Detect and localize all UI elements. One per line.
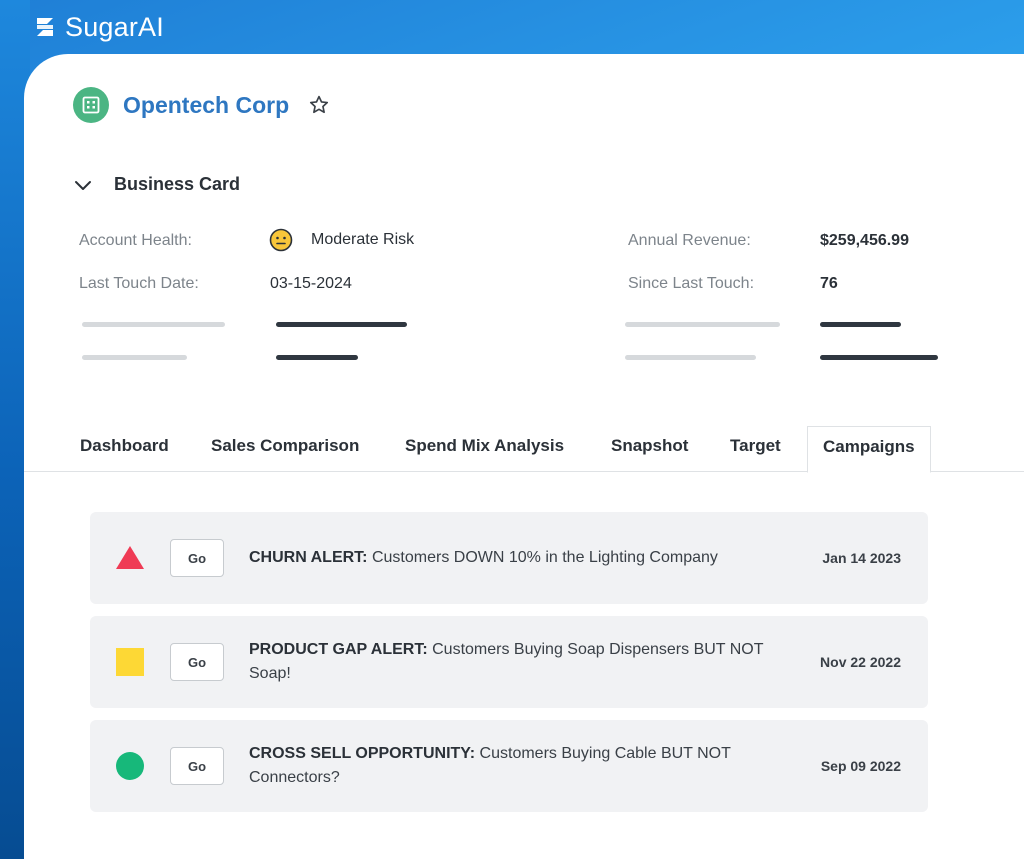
placeholder-line xyxy=(625,322,780,327)
annual-revenue-label: Annual Revenue: xyxy=(628,232,751,249)
placeholder-line xyxy=(820,322,901,327)
placeholder-line xyxy=(820,355,938,360)
section-title: Business Card xyxy=(114,174,241,194)
chevron-down-icon xyxy=(75,180,91,190)
tab-sales-comparison[interactable]: Sales Comparison xyxy=(211,436,360,455)
account-health-value: Moderate Risk xyxy=(269,228,414,252)
campaign-card: Go CROSS SELL OPPORTUNITY: Customers Buy… xyxy=(90,720,928,812)
annual-revenue-value: $259,456.99 xyxy=(820,232,909,249)
placeholder-line xyxy=(276,355,358,360)
campaign-card: Go PRODUCT GAP ALERT: Customers Buying S… xyxy=(90,616,928,708)
red-triangle-icon xyxy=(116,546,144,569)
placeholder-line xyxy=(82,355,187,360)
since-last-touch-label: Since Last Touch: xyxy=(628,275,755,292)
go-button[interactable]: Go xyxy=(170,539,224,577)
placeholder-line xyxy=(276,322,407,327)
tab-campaigns[interactable]: Campaigns xyxy=(807,426,931,473)
campaign-description: PRODUCT GAP ALERT: Customers Buying Soap… xyxy=(249,638,789,686)
campaign-title: CROSS SELL OPPORTUNITY: xyxy=(249,745,476,762)
tab-dashboard[interactable]: Dashboard xyxy=(80,436,169,455)
sugar-s-logo-icon xyxy=(37,18,53,36)
go-button[interactable]: Go xyxy=(170,643,224,681)
account-name[interactable]: Opentech Corp xyxy=(123,91,290,118)
green-circle-icon xyxy=(116,752,144,780)
campaign-description: CHURN ALERT: Customers DOWN 10% in the L… xyxy=(249,546,789,570)
campaign-text: Customers Buying Soap Dispensers BUT NOT… xyxy=(249,641,764,682)
star-outline-icon[interactable] xyxy=(308,94,330,116)
brand-header: SugarAI xyxy=(33,10,164,44)
account-header: Opentech Corp xyxy=(73,87,330,123)
yellow-square-icon xyxy=(116,648,144,676)
neutral-face-icon xyxy=(269,228,293,252)
campaign-title: PRODUCT GAP ALERT: xyxy=(249,641,428,658)
building-icon xyxy=(73,87,109,123)
tab-snapshot[interactable]: Snapshot xyxy=(611,436,689,455)
campaign-description: CROSS SELL OPPORTUNITY: Customers Buying… xyxy=(249,742,789,790)
last-touch-value: 03-15-2024 xyxy=(270,275,352,292)
tab-spend-mix-analysis[interactable]: Spend Mix Analysis xyxy=(405,436,565,455)
brand-name: SugarAI xyxy=(65,11,164,42)
tab-bar: Dashboard Sales Comparison Spend Mix Ana… xyxy=(24,426,1024,473)
campaign-title: CHURN ALERT: xyxy=(249,549,368,566)
placeholder-line xyxy=(625,355,756,360)
campaign-text: Customers DOWN 10% in the Lighting Compa… xyxy=(367,549,718,566)
account-health-label: Account Health: xyxy=(79,232,192,249)
since-last-touch-value: 76 xyxy=(820,275,838,292)
campaign-date: Nov 22 2022 xyxy=(820,654,901,670)
main-panel: Opentech Corp Business Card Account Heal… xyxy=(24,54,1024,859)
last-touch-label: Last Touch Date: xyxy=(79,275,199,292)
campaign-card: Go CHURN ALERT: Customers DOWN 10% in th… xyxy=(90,512,928,604)
campaign-date: Jan 14 2023 xyxy=(822,550,901,566)
go-button[interactable]: Go xyxy=(170,747,224,785)
campaign-date: Sep 09 2022 xyxy=(820,758,901,774)
placeholder-line xyxy=(82,322,225,327)
tab-target[interactable]: Target xyxy=(730,436,781,455)
business-card-toggle[interactable]: Business Card xyxy=(74,174,240,195)
account-health-text: Moderate Risk xyxy=(311,231,415,248)
campaign-text: Customers Buying Cable BUT NOT Connector… xyxy=(249,745,731,786)
